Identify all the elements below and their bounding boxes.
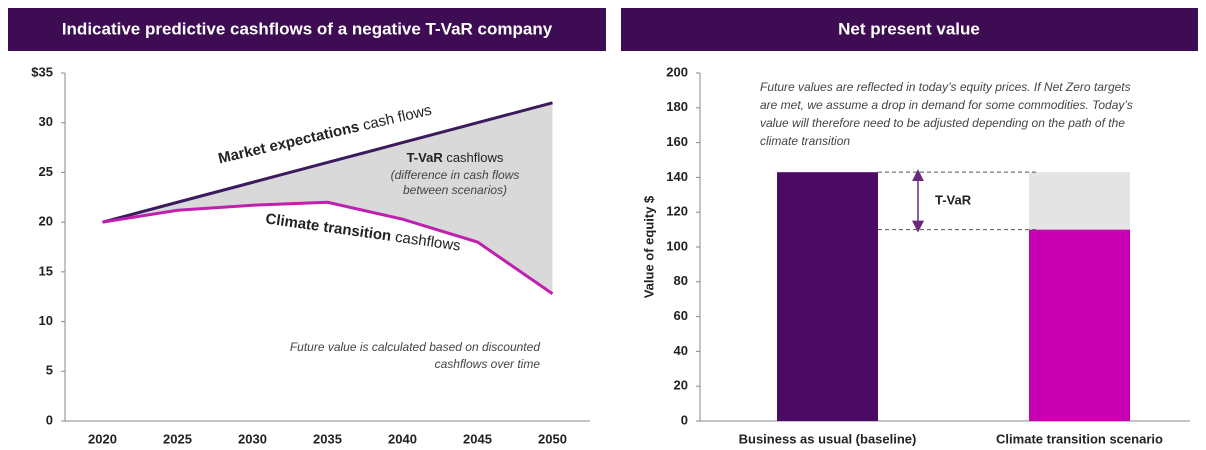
bar — [1029, 229, 1130, 421]
y-tick-label: 100 — [666, 238, 688, 253]
header-bar — [621, 8, 1198, 51]
y-tick-label: 10 — [39, 313, 53, 328]
tvar-note-line: (difference in cash flows — [391, 168, 520, 182]
y-tick-label: 180 — [666, 99, 688, 114]
bar — [1029, 172, 1130, 230]
x-tick-label: 2030 — [238, 431, 267, 446]
note-line: climate transition — [760, 134, 850, 148]
chart-title: Indicative predictive cashflows of a neg… — [62, 19, 553, 38]
y-tick-label: 5 — [46, 363, 53, 378]
annotation: T-VaR — [935, 192, 972, 207]
bar — [777, 172, 878, 421]
note-line: are met, we assume a drop in demand for … — [760, 98, 1133, 112]
x-tick-label: 2045 — [463, 431, 492, 446]
y-tick-label: 20 — [674, 378, 688, 393]
y-tick-label: 0 — [46, 412, 53, 427]
y-tick-label: 20 — [39, 214, 53, 229]
tvar-note: T-VaR cashflows — [407, 150, 504, 165]
y-tick-label: 140 — [666, 169, 688, 184]
x-tick-label: 2025 — [163, 431, 192, 446]
x-tick-label: Climate transition scenario — [996, 431, 1163, 446]
chart-title: Net present value — [838, 19, 980, 38]
y-tick-label: 60 — [674, 308, 688, 323]
x-tick-label: 2040 — [388, 431, 417, 446]
y-tick-label: 40 — [674, 343, 688, 358]
header-bar — [8, 8, 606, 51]
label-bold: Climate transition — [264, 210, 392, 244]
note-line: value will therefore need to be adjusted… — [760, 116, 1125, 130]
x-tick-label: 2035 — [313, 431, 342, 446]
note-line: Future values are reflected in today’s e… — [760, 80, 1131, 94]
x-tick-label: 2020 — [88, 431, 117, 446]
shaded-area — [102, 102, 553, 294]
y-tick-label: 15 — [39, 263, 53, 278]
label-rest: cash flows — [361, 102, 433, 134]
label-bold: T-VaR — [407, 150, 444, 165]
y-axis-label: Value of equity $ — [641, 195, 656, 298]
note-line: Future value is calculated based on disc… — [290, 340, 540, 354]
x-tick-label: 2050 — [538, 431, 567, 446]
y-tick-label: 120 — [666, 204, 688, 219]
y-tick-label: 0 — [681, 412, 688, 427]
tvar-note-line: between scenarios) — [403, 183, 507, 197]
y-tick-label: 80 — [674, 273, 688, 288]
note-line: cashflows over time — [435, 357, 541, 371]
y-tick-label: $35 — [31, 64, 53, 79]
label-rest: cashflows — [446, 150, 504, 165]
y-tick-label: 200 — [666, 64, 688, 79]
x-tick-label: Business as usual (baseline) — [739, 431, 917, 446]
y-tick-label: 30 — [39, 114, 53, 129]
line-series — [102, 200, 554, 295]
y-tick-label: 160 — [666, 134, 688, 149]
line-series — [102, 101, 553, 224]
y-tick-label: 25 — [39, 164, 53, 179]
